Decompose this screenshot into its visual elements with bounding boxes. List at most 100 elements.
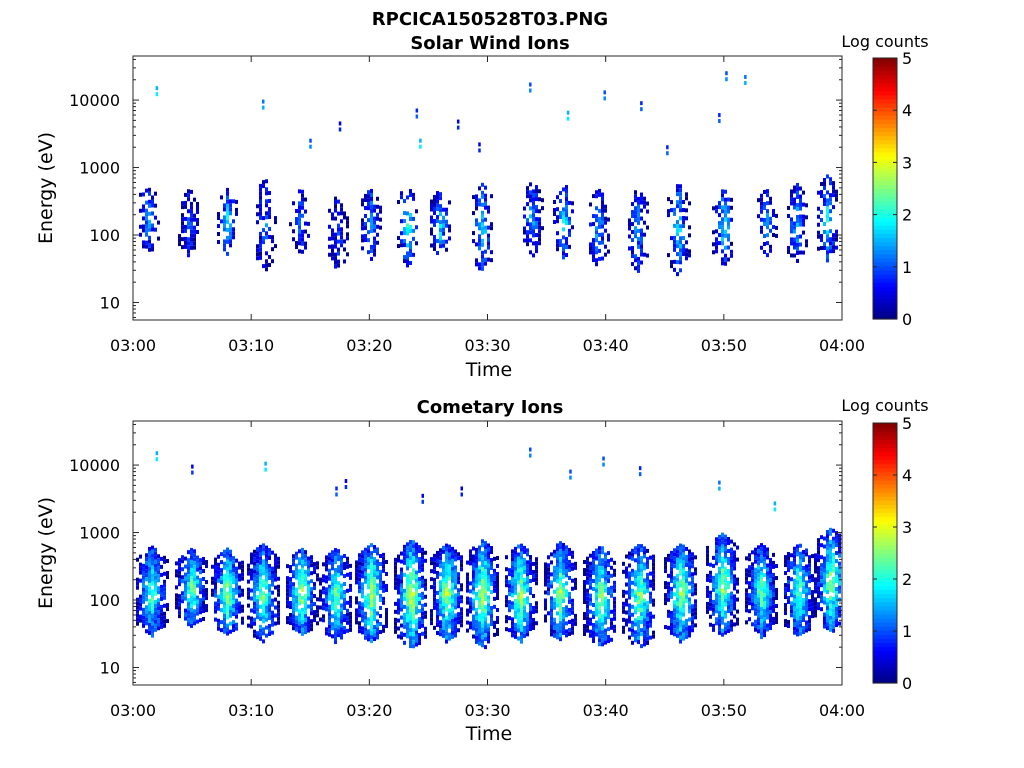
spectrogram-cell [652,586,655,591]
spectrogram-cell [793,253,796,258]
spectrogram-cell [832,568,835,573]
colorbar-swatch [873,516,897,522]
spectrogram-cell [643,232,646,237]
spectrogram-cell [595,194,598,199]
spectrogram-cell [565,545,568,550]
spectrogram-cell [292,574,295,579]
spectrogram-cell [304,578,307,583]
spectrogram-cell [247,615,250,620]
spectrogram-cell [595,596,598,601]
spectrogram-cell [271,622,274,627]
spectrogram-cell [724,598,727,603]
spectrogram-cell [511,577,514,582]
spectrogram-cell [220,620,223,625]
spectrogram-cell [733,542,736,547]
spectrogram-cell [448,564,451,569]
spectrogram-cell [277,592,280,597]
spectrogram-cell [430,609,433,614]
spectrogram-cell [538,225,541,230]
spectrogram-cell [331,606,334,611]
sparse-count-point [421,493,425,498]
spectrogram-cell [664,585,667,590]
spectrogram-cell [796,238,799,243]
spectrogram-cell [559,549,562,554]
spectrogram-cell [634,638,637,643]
spectrogram-cell [652,578,655,583]
spectrogram-cell [598,574,601,579]
spectrogram-cell [229,211,232,216]
spectrogram-cell [565,197,568,202]
spectrogram-cell [184,612,187,617]
spectrogram-cell [142,607,145,612]
spectrogram-cell [268,564,271,569]
spectrogram-cell [556,599,559,604]
spectrogram-cell [691,624,694,629]
spectrogram-cell [532,229,535,234]
spectrogram-cell [262,180,265,185]
spectrogram-cell [334,232,337,237]
spectrogram-cell [478,238,481,243]
colorbar-label: Log counts [841,396,928,415]
spectrogram-cell [226,583,229,588]
spectrogram-cell [163,611,166,616]
spectrogram-cell [223,227,226,232]
spectrogram-cell [484,573,487,578]
spectrogram-cell [535,225,538,230]
spectrogram-cell [373,637,376,642]
spectrogram-cell [451,626,454,631]
spectrogram-cell [301,607,304,612]
spectrogram-cell [607,639,610,644]
spectrogram-cell [193,601,196,606]
spectrogram-cell [478,242,481,247]
spectrogram-cell [829,607,832,612]
spectrogram-cell [382,552,385,557]
spectrogram-cell [676,609,679,614]
spectrogram-cell [535,189,538,194]
spectrogram-cell [364,631,367,636]
spectrogram-cell [475,551,478,556]
spectrogram-cell [394,577,397,582]
spectrogram-cell [598,224,601,229]
spectrogram-cell [457,616,460,621]
spectrogram-cell [721,564,724,569]
spectrogram-cell [535,197,538,202]
spectrogram-cell [460,619,463,624]
spectrogram-cell [673,580,676,585]
spectrogram-cell [157,606,160,611]
spectrogram-cell [478,246,481,251]
spectrogram-cell [367,557,370,562]
spectrogram-cell [715,573,718,578]
colorbar-swatch [873,650,897,656]
spectrogram-cell [829,623,832,628]
colorbar-swatch [873,147,897,153]
spectrogram-cell [262,240,265,245]
spectrogram-cell [562,558,565,563]
spectrogram-cell [454,577,457,582]
spectrogram-cell [547,555,550,560]
spectrogram-cell [307,628,310,633]
spectrogram-cell [334,572,337,577]
spectrogram-cell [166,571,169,576]
spectrogram-cell [376,635,379,640]
spectrogram-cell [397,586,400,591]
x-tick-label: 03:30 [464,336,510,355]
spectrogram-cell [178,234,181,239]
spectrogram-cell [361,630,364,635]
spectrogram-cell [295,563,298,568]
spectrogram-cell [526,624,529,629]
spectrogram-cell [250,608,253,613]
spectrogram-cell [835,189,838,194]
spectrogram-cell [292,622,295,627]
spectrogram-cell [385,607,388,612]
spectrogram-cell [139,554,142,559]
spectrogram-cell [409,193,412,198]
spectrogram-cell [154,615,157,620]
panel-title: Solar Wind Ions [410,33,569,54]
spectrogram-cell [235,598,238,603]
spectrogram-cell [214,577,217,582]
spectrogram-cell [679,559,682,564]
colorbar-tick-label: 4 [902,101,912,120]
spectrogram-cell [454,581,457,586]
spectrogram-cell [595,592,598,597]
spectrogram-cell [421,611,424,616]
